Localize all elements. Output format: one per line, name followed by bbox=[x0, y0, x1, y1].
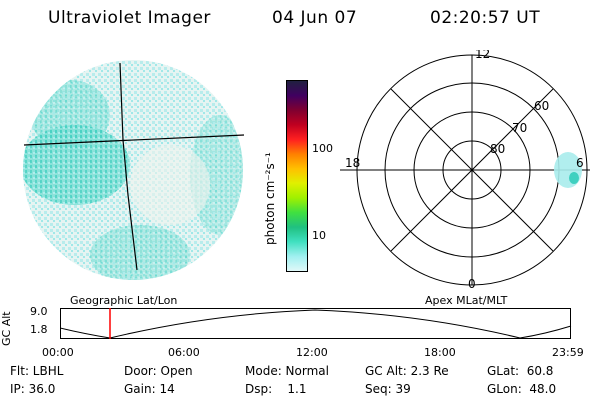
time-tick-3: 18:00 bbox=[424, 346, 456, 359]
time-tick-2: 12:00 bbox=[296, 346, 328, 359]
polar-plot: 12 18 6 0 60 70 80 bbox=[340, 50, 590, 290]
colorbar bbox=[286, 80, 308, 272]
status-gc-alt: GC Alt: 2.3 Re bbox=[365, 364, 449, 378]
time-tick-4: 23:59 bbox=[552, 346, 584, 359]
status-glat: GLat: 60.8 bbox=[487, 364, 554, 378]
status-glon: GLon: 48.0 bbox=[487, 382, 557, 396]
time-tick-1: 06:00 bbox=[168, 346, 200, 359]
time-tick-0: 00:00 bbox=[42, 346, 74, 359]
polar-panel-label: Apex MLat/MLT bbox=[425, 294, 508, 307]
status-filter: Flt: LBHL bbox=[10, 364, 64, 378]
status-door: Door: Open bbox=[124, 364, 193, 378]
date-label: 04 Jun 07 bbox=[272, 8, 358, 28]
mlt-label-18: 18 bbox=[345, 156, 360, 170]
geographic-image bbox=[23, 60, 245, 280]
status-mode: Mode: Normal bbox=[245, 364, 329, 378]
polar-diagonal-2 bbox=[390, 88, 554, 252]
mlt-label-6: 6 bbox=[576, 156, 584, 170]
orbit-ylabel: GC Alt bbox=[0, 311, 13, 346]
status-ip: IP: 36.0 bbox=[10, 382, 56, 396]
lat-label-70: 70 bbox=[512, 121, 527, 135]
mlt-label-12: 12 bbox=[475, 50, 490, 61]
lat-label-80: 80 bbox=[490, 142, 505, 156]
orbit-ymax: 9.0 bbox=[30, 305, 48, 318]
colorbar-tick-100: 100 bbox=[312, 142, 333, 155]
colorbar-tick-10: 10 bbox=[312, 229, 326, 242]
mlt-label-0: 0 bbox=[468, 277, 476, 290]
orbit-plot bbox=[60, 308, 572, 339]
status-dsp: Dsp: 1.1 bbox=[245, 382, 307, 396]
status-seq: Seq: 39 bbox=[365, 382, 411, 396]
instrument-title: Ultraviolet Imager bbox=[48, 8, 211, 28]
polar-emission-core bbox=[569, 172, 579, 184]
status-gain: Gain: 14 bbox=[124, 382, 175, 396]
longitude-line-lower bbox=[122, 139, 138, 271]
geo-panel-label: Geographic Lat/Lon bbox=[70, 294, 178, 307]
longitude-line-upper bbox=[119, 62, 124, 141]
latitude-line bbox=[23, 134, 245, 146]
time-label: 02:20:57 UT bbox=[430, 8, 541, 28]
lat-label-60: 60 bbox=[534, 99, 549, 113]
orbit-ymin: 1.8 bbox=[30, 323, 48, 336]
colorbar-unit-label: photon cm⁻²s⁻¹ bbox=[263, 152, 277, 245]
orbit-altitude-curve bbox=[60, 309, 572, 339]
